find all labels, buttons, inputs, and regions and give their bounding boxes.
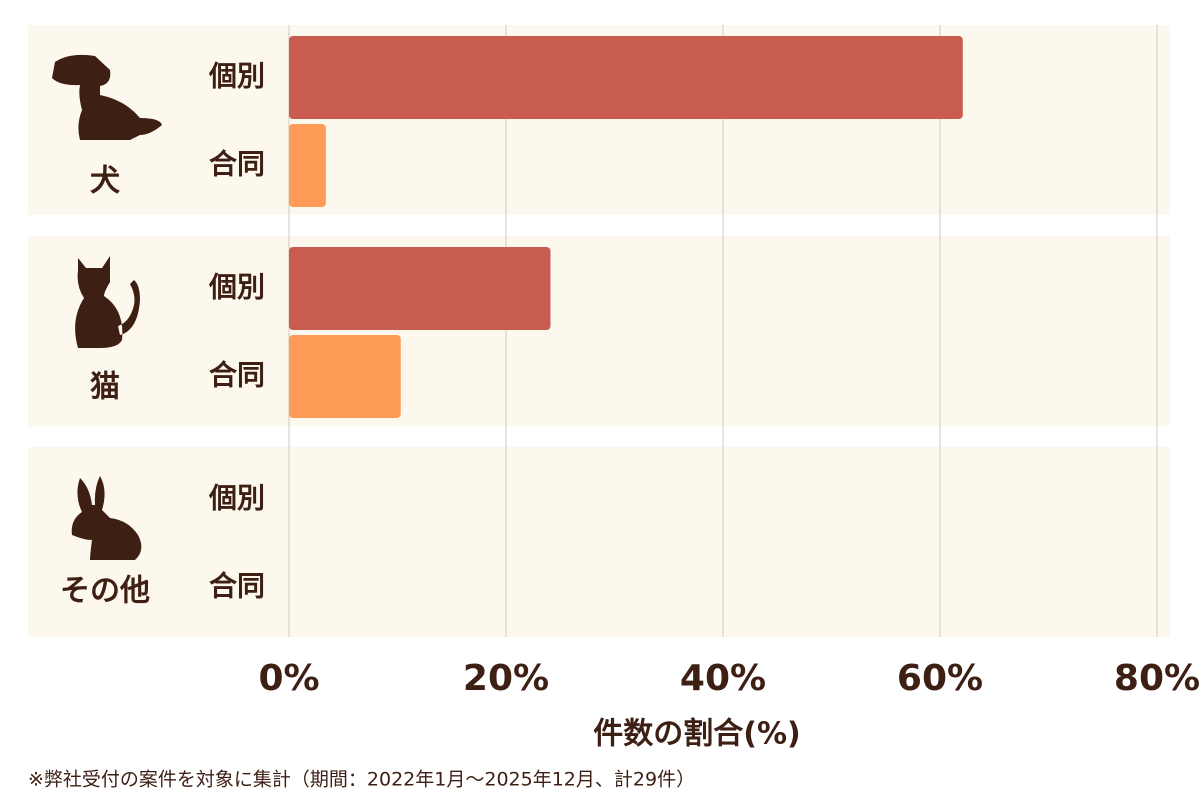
icons: [52, 54, 162, 560]
series-label: 合同: [209, 148, 265, 181]
group-panel: [28, 447, 1170, 637]
series-label: 合同: [209, 359, 265, 392]
group-panel: [28, 236, 1170, 426]
series-label: 個別: [208, 60, 265, 93]
bar: [289, 247, 551, 330]
category-label: 猫: [90, 370, 120, 405]
grid: [288, 25, 1158, 637]
dog-icon: [52, 54, 162, 140]
series-label: 個別: [208, 271, 265, 304]
x-tick-label: 20%: [463, 658, 549, 699]
category-label: その他: [60, 574, 150, 609]
x-tick-label: 60%: [897, 658, 983, 699]
cat-icon: [75, 256, 140, 348]
x-tick-label: 40%: [680, 658, 766, 699]
rabbit-icon: [71, 476, 142, 560]
category-label: 犬: [90, 164, 120, 199]
series-label: 個別: [208, 482, 265, 515]
x-axis-label: 件数の割合(%): [593, 717, 800, 752]
bar: [289, 124, 326, 207]
footnote: ※弊社受付の案件を対象に集計（期間：2022年1月～2025年12月、計29件）: [28, 769, 695, 791]
x-tick-label: 80%: [1114, 658, 1200, 699]
x-tick-label: 0%: [258, 658, 319, 699]
series-label: 合同: [209, 570, 265, 603]
bar: [289, 335, 401, 418]
bars: [289, 36, 963, 418]
bar: [289, 36, 963, 119]
